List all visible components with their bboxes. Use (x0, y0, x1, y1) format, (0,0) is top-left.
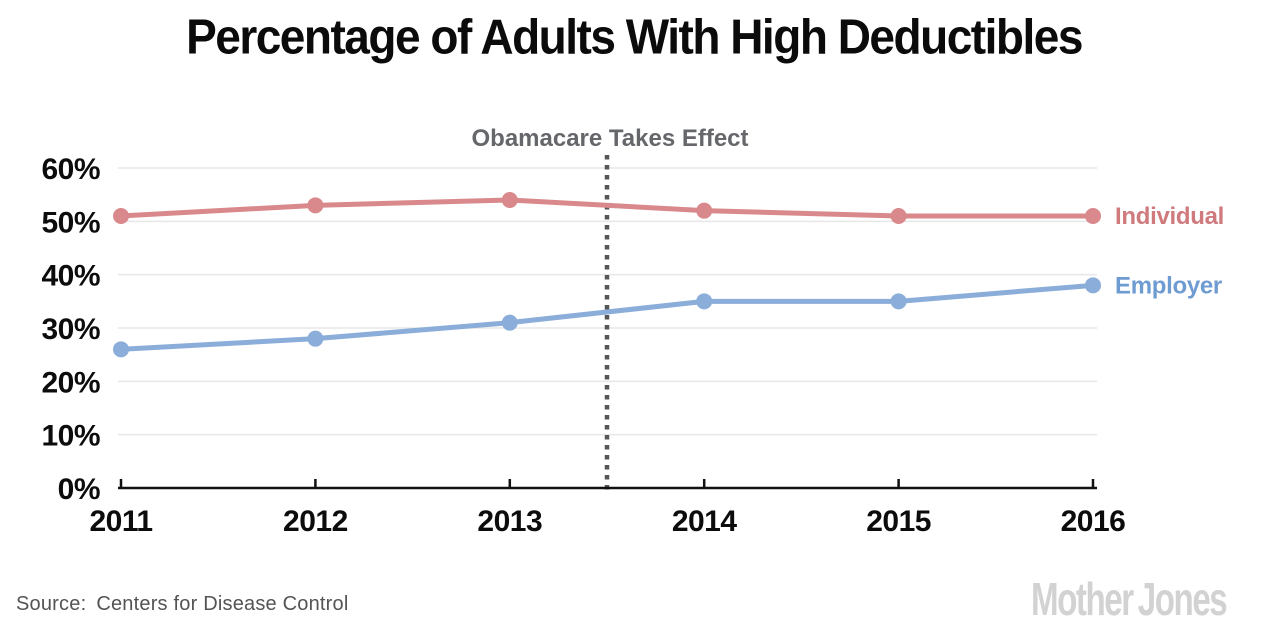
y-tick-label: 10% (41, 420, 100, 453)
data-point-individual-2013 (501, 192, 518, 208)
data-point-employer-2011 (113, 341, 129, 358)
data-point-individual-2016 (1085, 208, 1101, 224)
x-tick-label: 2016 (1061, 505, 1126, 538)
source-label: Source: (16, 593, 87, 615)
data-point-individual-2015 (890, 208, 907, 224)
y-tick-label: 60% (41, 153, 100, 186)
data-point-employer-2012 (307, 330, 324, 347)
mother-jones-logo: Mother Jones (1030, 572, 1228, 626)
data-point-individual-2014 (696, 202, 713, 219)
x-tick-label: 2015 (866, 505, 931, 538)
source-note: Source: Centers for Disease Control (16, 593, 349, 616)
x-tick-label: 2013 (477, 505, 542, 538)
legend-label-employer: Employer (1115, 272, 1222, 299)
y-tick-label: 30% (41, 313, 100, 346)
data-point-individual-2011 (113, 208, 129, 224)
source-text: Centers for Disease Control (96, 593, 349, 615)
legend-label-individual: Individual (1115, 203, 1224, 230)
x-tick-label: 2012 (283, 505, 348, 538)
y-tick-label: 40% (41, 260, 100, 293)
data-point-employer-2013 (501, 314, 518, 331)
data-point-employer-2014 (696, 293, 713, 310)
annotation-label: Obamacare Takes Effect (471, 125, 748, 152)
chart-title: Percentage of Adults With High Deductibl… (186, 9, 1083, 65)
x-tick-label: 2011 (89, 505, 152, 538)
series-line-individual (118, 197, 1096, 219)
data-point-employer-2016 (1085, 277, 1101, 294)
x-tick-label: 2014 (672, 505, 738, 538)
series-line-employer (118, 282, 1096, 352)
data-point-employer-2015 (890, 293, 907, 310)
logo-word-mother: Mother (1030, 573, 1134, 625)
y-tick-label: 50% (41, 206, 100, 239)
logo-word-jones: Jones (1137, 573, 1227, 625)
y-tick-label: 0% (58, 473, 100, 506)
data-point-individual-2012 (307, 197, 324, 214)
y-tick-label: 20% (41, 366, 100, 399)
